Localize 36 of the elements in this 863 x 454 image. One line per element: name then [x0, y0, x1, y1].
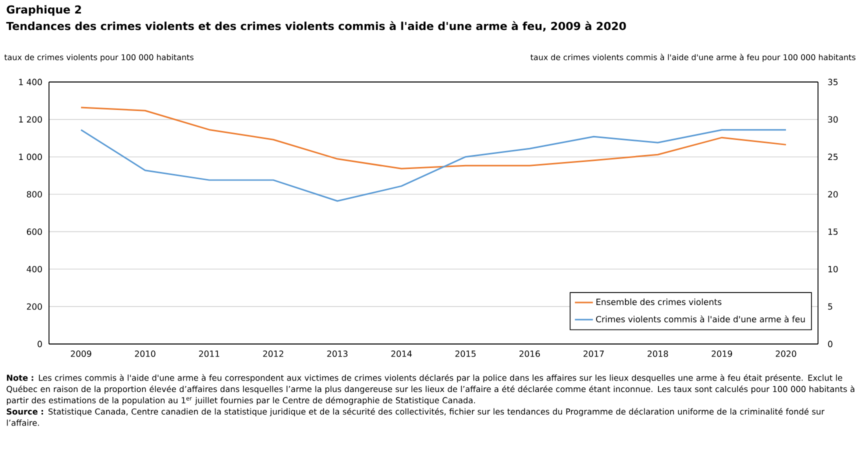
- x-tick-label: 2016: [519, 350, 540, 357]
- y2-tick-label: 35: [828, 78, 838, 86]
- text: Note : Les crimes commis à l'aide d'une arme à feu correspondent aux victimes de crimes violents déclarés par la police dans les affaires sur les lieux desquelles une arme à feu était présente. Exclut le Québec en raison de la proportion élevée d’affaires dans lesquelles l’arme la plus dangereuse sur les lieux de l’affaire a été déclarée comme étant inconnue. Les taux sont calculés pour 100 000 habitants à partir des estimations de la population au 1$^{er}$ juillet fournies par le Centre de démographie de Statistique Canada.: [6, 374, 854, 405]
- y2-tick-label: 20: [828, 191, 838, 198]
- y-tick-label: 1 200: [19, 116, 42, 123]
- y-tick-label: 400: [26, 266, 42, 272]
- chart-subtitle: Tendances des crimes violents et des crimes violents commis à l'aide d'une arme à feu, 2009 à 2020: [6, 21, 626, 32]
- y-tick-label: 200: [26, 303, 42, 310]
- y2-tick-label: 30: [828, 116, 838, 123]
- y-tick-label: 0: [38, 340, 42, 348]
- text: Source : Statistique Canada, Centre canadien de la statistique juridique et de la sécurité des collectivités, fichier sur les tendances du Programme de déclaration uniforme de la criminalité fondé sur l’affaire.: [6, 408, 825, 426]
- legend-label: Crimes violents commis à l'aide d'une arme à feu: [596, 315, 805, 322]
- y2-tick-label: 15: [828, 228, 838, 235]
- x-tick-label: 2020: [776, 350, 796, 357]
- x-tick-label: 2015: [455, 350, 476, 357]
- y-tick-label: 800: [26, 191, 42, 198]
- x-tick-label: 2014: [391, 350, 412, 357]
- x-tick-label: 2013: [327, 350, 348, 357]
- y-tick-label: 1 000: [19, 154, 42, 160]
- line-series: [80, 129, 787, 202]
- y2-tick-label: 5: [828, 303, 832, 310]
- y2-tick-label: 10: [828, 266, 838, 272]
- x-tick-label: 2018: [648, 350, 668, 357]
- chart-title: Graphique 2: [6, 5, 81, 16]
- x-tick-label: 2019: [712, 350, 732, 357]
- x-tick-label: 2017: [584, 350, 604, 357]
- y-tick-label: 600: [26, 228, 42, 235]
- x-tick-label: 2009: [70, 350, 92, 357]
- x-tick-label: 2011: [199, 350, 220, 357]
- y2-tick-label: 25: [828, 154, 838, 160]
- y-tick-label: 1 400: [19, 78, 42, 86]
- y2-tick-label: 0: [828, 340, 832, 348]
- legend-label: Ensemble des crimes violents: [596, 298, 722, 306]
- line-series: [80, 106, 787, 170]
- x-tick-label: 2012: [263, 350, 284, 357]
- x-tick-label: 2010: [134, 350, 156, 357]
